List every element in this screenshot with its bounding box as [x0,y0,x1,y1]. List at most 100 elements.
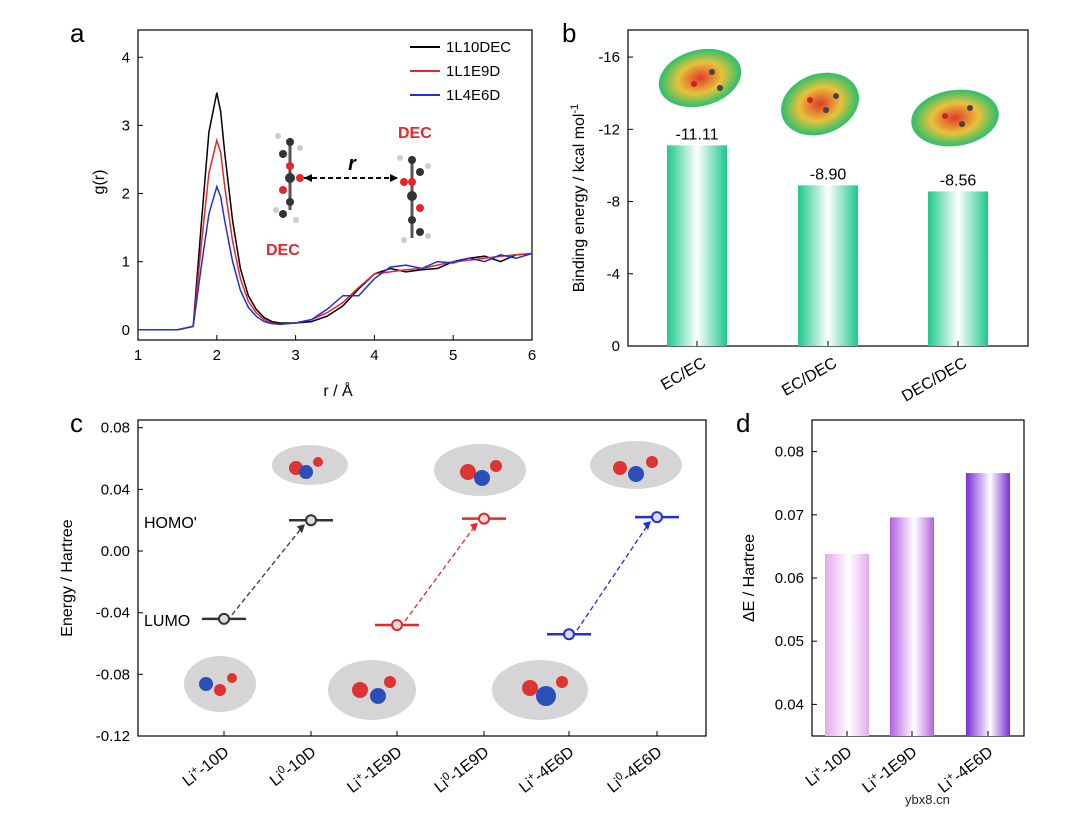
c-ytick-label: 0.04 [101,481,130,498]
a-xtick-label: 2 [213,347,221,364]
esp-molecule-dec-dec [911,89,999,147]
legend-entry: 1L10DEC [446,39,511,56]
d-ytick-label: 0.04 [775,696,804,713]
a-xtick-label: 5 [449,347,457,364]
b-ytick-label: -12 [598,121,620,138]
lumo-label: LUMO [144,613,190,630]
series-line-1L4E6D [138,184,533,331]
panel-d: d 0.080.070.060.050.04 Li+-10DLi+-1E9DLi… [736,408,1025,797]
panel-b-bars: -11.11 EC/EC -8.90 EC/DEC -8.56 DEC/DEC [658,126,988,405]
orbital-cluster-lumo-4e6d [492,660,588,720]
panel-c-frame [137,419,707,737]
d-ytick-label: 0.06 [775,570,804,587]
panel-label-c: c [70,408,83,438]
homo-label: HOMO' [144,515,197,532]
arrow-head-icon [470,522,478,532]
bar-EC/EC [667,145,727,346]
bar-value-label: -8.56 [940,172,977,189]
a-xtick-label: 4 [370,347,378,364]
lumo-point-10D [218,612,230,625]
orbital-cluster-lumo-10d [184,656,256,712]
b-category-label: DEC/DEC [899,355,970,406]
b-ytick-label: 0 [612,338,620,355]
watermark: ybx8.cn [905,792,950,807]
delta-e-bar [966,473,1010,736]
c-category-label: Li+-1E9D [343,742,405,797]
orbital-cluster-homo-1e9d [434,444,526,496]
esp-molecule-ec-ec [658,48,742,108]
d-ytick-label: 0.07 [775,507,804,524]
distance-label: r [348,153,357,175]
panel-a-xlabel: r / Å [323,381,353,400]
panel-label-b: b [562,18,576,48]
panel-b-ticks: 0 -4 -8 -12 -16 [598,49,633,355]
c-ytick-label: 0.00 [101,543,130,560]
legend-entry: 1L1E9D [446,63,500,80]
lumo-point-1E9D [391,619,403,632]
delta-e-bar [890,517,934,736]
dec-molecule-left [273,133,304,223]
a-ytick-label: 3 [122,117,130,134]
d-category-label: Li+-1E9D [858,742,920,797]
c-category-label: Li0-10D [266,742,320,790]
homo-point-10D [305,514,317,527]
c-ytick-label: -0.04 [96,605,130,622]
panel-label-a: a [70,18,85,48]
a-ytick-label: 2 [122,186,130,203]
panel-b: b 0 -4 -8 -12 -16 -11.11 EC/EC -8.90 EC/DEC -8.5… [562,18,1029,405]
orbital-cluster-homo-10d [272,445,348,485]
panel-a-ylabel: g(r) [91,170,108,195]
panel-a-frame [137,29,533,341]
b-category-label: EC/EC [658,355,709,394]
orbital-cluster-lumo-1e9d [328,660,416,720]
legend-entry: 1L4E6D [446,87,500,104]
arrow-head-left-icon [304,174,312,182]
transition-arrow-1E9D [404,524,477,622]
c-category-label: Li+-10D [179,742,233,790]
a-ytick-label: 4 [122,49,130,66]
panel-c-levels [202,511,679,641]
b-category-label: EC/DEC [779,355,840,400]
homo-point-4E6D [651,511,663,524]
c-ytick-label: 0.08 [101,420,130,437]
panel-c-ylabel: Energy / Hartree [59,519,76,636]
a-ytick-label: 0 [122,322,130,339]
arrow-head-icon [297,524,305,534]
b-ytick-label: -4 [607,266,620,283]
d-ytick-label: 0.05 [775,633,804,650]
homo-point-1E9D [478,512,490,525]
transition-arrow-10D [231,525,304,616]
c-category-label: Li+-4E6D [515,742,577,797]
bar-value-label: -11.11 [676,126,719,143]
panel-label-d: d [736,408,750,438]
lumo-point-4E6D [563,628,575,641]
panel-a-legend: 1L10DEC 1L1E9D 1L4E6D [410,39,511,104]
transition-arrow-4E6D [576,522,650,631]
delta-e-bar [825,553,869,736]
d-ytick-label: 0.08 [775,444,804,461]
dec-label-right: DEC [398,125,432,142]
b-ytick-label: -16 [598,49,620,66]
panel-a-lines [138,92,533,331]
panel-d-ylabel: ΔE / Hartree [741,534,758,622]
esp-molecule-ec-dec [781,72,859,136]
bar-value-label: -8.90 [810,166,847,183]
orbital-cluster-homo-4e6d [590,441,682,489]
d-category-label: Li+-4E6D [934,742,996,797]
c-category-label: Li0-1E9D [430,742,492,796]
b-ytick-label: -8 [607,194,620,211]
a-xtick-label: 3 [291,347,299,364]
c-ytick-label: -0.08 [96,666,130,683]
a-xtick-label: 1 [134,347,142,364]
arrow-head-icon [643,521,651,531]
dec-label-left: DEC [266,242,300,259]
a-xtick-label: 6 [528,347,536,364]
c-category-label: Li0-4E6D [603,742,665,796]
d-category-label: Li+-10D [802,742,856,790]
bar-EC/DEC [798,185,858,346]
panel-b-ylabel: Binding energy / kcal mol-1 [569,104,588,293]
